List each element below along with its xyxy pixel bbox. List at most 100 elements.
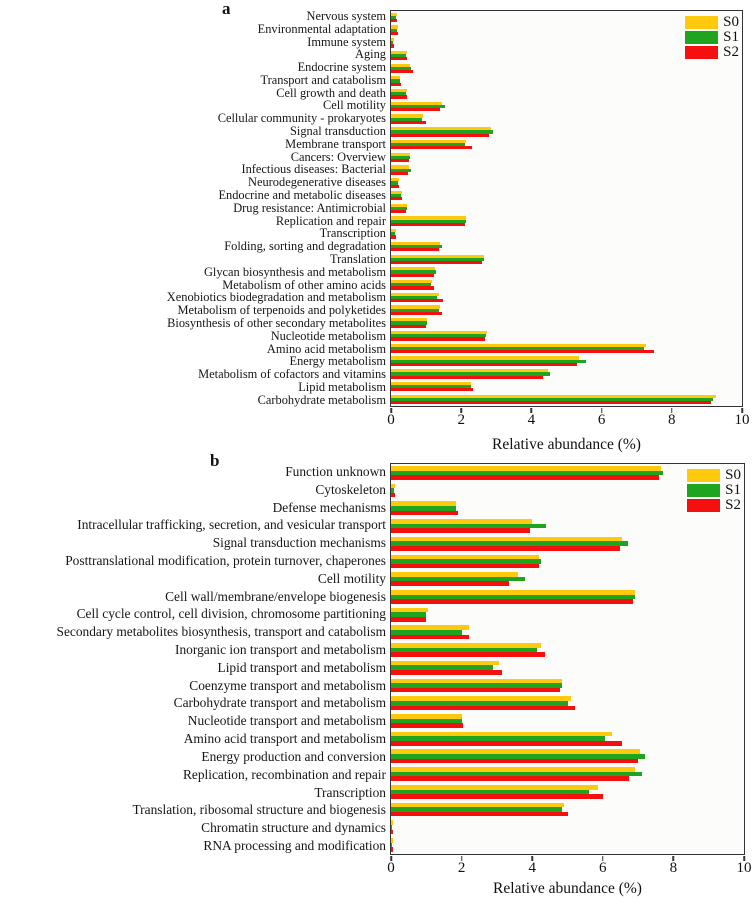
category-label: Nucleotide transport and metabolism [187, 713, 386, 729]
x-tick-label: 6 [597, 412, 606, 428]
bar-s2 [391, 184, 399, 188]
bar-stack [391, 483, 744, 498]
bar-stack [391, 280, 742, 290]
bar-stack [391, 519, 744, 533]
bar-s2 [391, 528, 531, 533]
bar-s0 [391, 165, 410, 169]
bar-s0 [391, 731, 612, 737]
panel-a-bars [391, 11, 742, 406]
bar-s0 [391, 678, 563, 684]
category-label: Endocrine system [297, 60, 386, 75]
bar-stack [391, 139, 742, 150]
bar-s1 [391, 79, 400, 83]
bar-s2 [391, 670, 503, 675]
bar-s2 [391, 209, 407, 214]
legend-entry: S1 [687, 483, 741, 498]
bar-stack [391, 838, 744, 852]
category-label: Cell cycle control, cell division, chrom… [76, 606, 386, 622]
category-label: Energy metabolism [289, 354, 386, 369]
category-label: Immune system [307, 34, 386, 49]
bar-s2 [391, 546, 621, 551]
bar-group [391, 202, 742, 215]
bar-group [391, 240, 742, 253]
bar-s1 [391, 244, 442, 249]
bar-s1 [391, 842, 393, 848]
category-label: Inorganic ion transport and metabolism [175, 642, 386, 658]
bar-stack [391, 76, 742, 86]
bar-s2 [391, 95, 407, 99]
x-tick-mark [390, 856, 392, 861]
bar-s0 [391, 114, 423, 118]
bar-s0 [391, 802, 564, 808]
x-tick-mark [741, 408, 743, 413]
bar-s0 [391, 343, 646, 347]
bar-stack [391, 241, 742, 252]
bar-stack [391, 330, 742, 341]
bar-s1 [391, 559, 542, 564]
bar-s1 [391, 594, 635, 600]
bar-s2 [391, 847, 394, 852]
bar-group [391, 164, 742, 177]
bar-s1 [391, 321, 427, 325]
bar-s0 [391, 572, 519, 577]
category-label: Endocrine and metabolic diseases [218, 188, 386, 203]
bar-s1 [391, 295, 438, 300]
bar-s2 [391, 581, 510, 587]
category-label: Translation, ribosomal structure and bio… [132, 802, 386, 818]
panel-b-bars [391, 464, 744, 854]
bar-s1 [391, 270, 436, 274]
bar-s1 [391, 771, 642, 777]
legend-entry: S2 [687, 498, 741, 513]
bar-s0 [391, 501, 457, 506]
bar-s1 [391, 630, 462, 635]
bar-group [391, 464, 744, 482]
category-label: Neurodegenerative diseases [248, 175, 386, 190]
category-label: Intracellular trafficking, secretion, an… [77, 517, 386, 533]
category-label: Cytoskeleton [315, 481, 386, 497]
bar-group [391, 836, 744, 854]
panel-b-category-labels: Function unknown Cytoskeleton Defense mech… [0, 463, 390, 855]
bar-stack [391, 165, 742, 175]
bar-stack [391, 292, 742, 303]
bar-stack [391, 101, 742, 112]
category-label: Metabolism of terpenoids and polyketides [177, 303, 386, 318]
category-label: Carbohydrate metabolism [257, 392, 386, 407]
bar-s0 [391, 76, 401, 80]
bar-group [391, 100, 742, 113]
bar-s1 [391, 385, 472, 389]
bar-s2 [391, 794, 603, 799]
category-label: Xenobiotics biodegradation and metabolis… [166, 290, 386, 305]
bar-s2 [391, 510, 459, 516]
bar-s1 [391, 754, 646, 759]
x-tick-label: 8 [668, 412, 676, 428]
bar-s1 [391, 283, 432, 287]
bar-s0 [391, 241, 441, 245]
bar-stack [391, 554, 744, 569]
bar-group [391, 368, 742, 381]
bar-s1 [391, 397, 713, 401]
bar-s0 [391, 25, 399, 29]
bar-s2 [391, 108, 441, 112]
bar-group [391, 482, 744, 500]
bar-s1 [391, 372, 550, 376]
bar-s0 [391, 292, 439, 296]
bar-s2 [391, 286, 434, 290]
bar-stack [391, 660, 744, 675]
bar-group [391, 36, 742, 49]
category-label: Membrane transport [285, 136, 386, 151]
bar-stack [391, 254, 742, 265]
bar-group [391, 712, 744, 730]
category-label: Secondary metabolites biosynthesis, tran… [56, 624, 387, 640]
category-label: Coenzyme transport and metabolism [189, 677, 386, 693]
legend-swatch-s1 [685, 30, 719, 44]
x-tick-mark [743, 856, 745, 861]
bar-s1 [391, 257, 484, 261]
bar-group [391, 253, 742, 266]
bar-s2 [391, 687, 561, 693]
bar-s1 [391, 130, 493, 134]
bar-s2 [391, 475, 660, 480]
bar-s1 [391, 683, 563, 688]
bar-s2 [391, 400, 711, 405]
bar-s0 [391, 607, 429, 613]
